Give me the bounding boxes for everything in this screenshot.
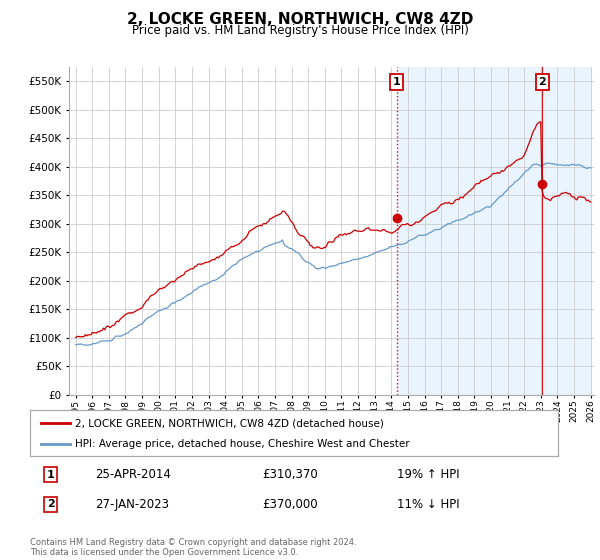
Text: 2: 2 [538, 77, 546, 87]
Text: 19% ↑ HPI: 19% ↑ HPI [397, 468, 460, 482]
Text: 2, LOCKE GREEN, NORTHWICH, CW8 4ZD: 2, LOCKE GREEN, NORTHWICH, CW8 4ZD [127, 12, 473, 27]
Text: 2: 2 [47, 500, 55, 510]
Text: 27-JAN-2023: 27-JAN-2023 [95, 498, 169, 511]
Text: £370,000: £370,000 [262, 498, 318, 511]
Text: 2, LOCKE GREEN, NORTHWICH, CW8 4ZD (detached house): 2, LOCKE GREEN, NORTHWICH, CW8 4ZD (deta… [75, 418, 384, 428]
Text: 11% ↓ HPI: 11% ↓ HPI [397, 498, 460, 511]
Text: 1: 1 [393, 77, 401, 87]
Text: HPI: Average price, detached house, Cheshire West and Chester: HPI: Average price, detached house, Ches… [75, 438, 410, 449]
Text: Contains HM Land Registry data © Crown copyright and database right 2024.
This d: Contains HM Land Registry data © Crown c… [30, 538, 356, 557]
Text: 1: 1 [47, 470, 55, 480]
Text: Price paid vs. HM Land Registry's House Price Index (HPI): Price paid vs. HM Land Registry's House … [131, 24, 469, 36]
Text: 25-APR-2014: 25-APR-2014 [95, 468, 170, 482]
Text: £310,370: £310,370 [262, 468, 318, 482]
Bar [397, 67, 590, 395]
